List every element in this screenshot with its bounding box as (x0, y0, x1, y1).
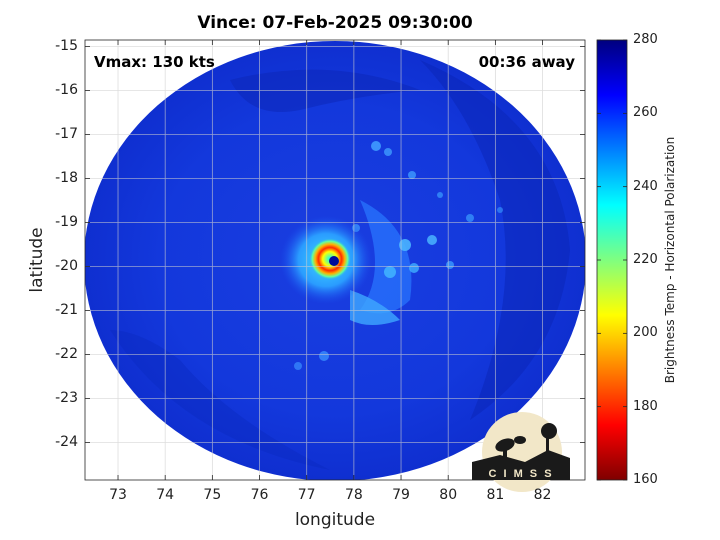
x-tick-label: 74 (156, 487, 175, 503)
x-tick-label: 76 (250, 487, 269, 503)
chart-title: Vince: 07-Feb-2025 09:30:00 (197, 13, 473, 33)
colorbar-tick-label: 180 (633, 398, 658, 414)
y-tick-label: -15 (55, 37, 78, 54)
y-tick-label: -24 (55, 433, 78, 450)
y-tick-label: -17 (55, 125, 78, 142)
x-tick-label: 75 (203, 487, 222, 503)
time-away-annotation: 00:36 away (478, 53, 575, 71)
colorbar-tick-label: 240 (633, 178, 658, 194)
logo-text: C I M S S (488, 468, 553, 480)
x-tick-label: 81 (486, 487, 505, 503)
y-tick-label: -21 (55, 301, 78, 318)
cimss-logo: C I M S S (472, 412, 570, 492)
y-tick-label: -19 (55, 213, 78, 230)
colorbar-tick-label: 260 (633, 105, 658, 121)
colorbar-label: Brightness Temp - Horizontal Polarizatio… (663, 136, 677, 384)
y-tick-label: -23 (55, 389, 78, 406)
colorbar-tick-label: 200 (633, 325, 658, 341)
microwave-swath (85, 41, 585, 480)
y-tick-label: -20 (55, 257, 78, 274)
x-tick-label: 77 (297, 487, 316, 503)
x-tick-label: 73 (109, 487, 127, 503)
colorbar (596, 39, 628, 481)
vmax-annotation: Vmax: 130 kts (94, 53, 215, 71)
y-tick-label: -22 (55, 345, 78, 362)
colorbar-tick-label: 160 (633, 472, 658, 487)
storm-eye (329, 256, 339, 266)
axes-frame (84, 39, 586, 481)
colorbar-tick-label: 220 (633, 252, 658, 267)
x-tick-label: 82 (533, 487, 552, 503)
colorbar-tick-label: 280 (633, 32, 658, 47)
x-tick-label: 78 (344, 487, 363, 503)
x-tick-label: 79 (392, 487, 410, 503)
x-axis-label: longitude (294, 510, 376, 530)
y-tick-label: -18 (55, 169, 78, 186)
y-tick-label: -16 (55, 81, 78, 98)
x-tick-label: 80 (439, 487, 458, 503)
